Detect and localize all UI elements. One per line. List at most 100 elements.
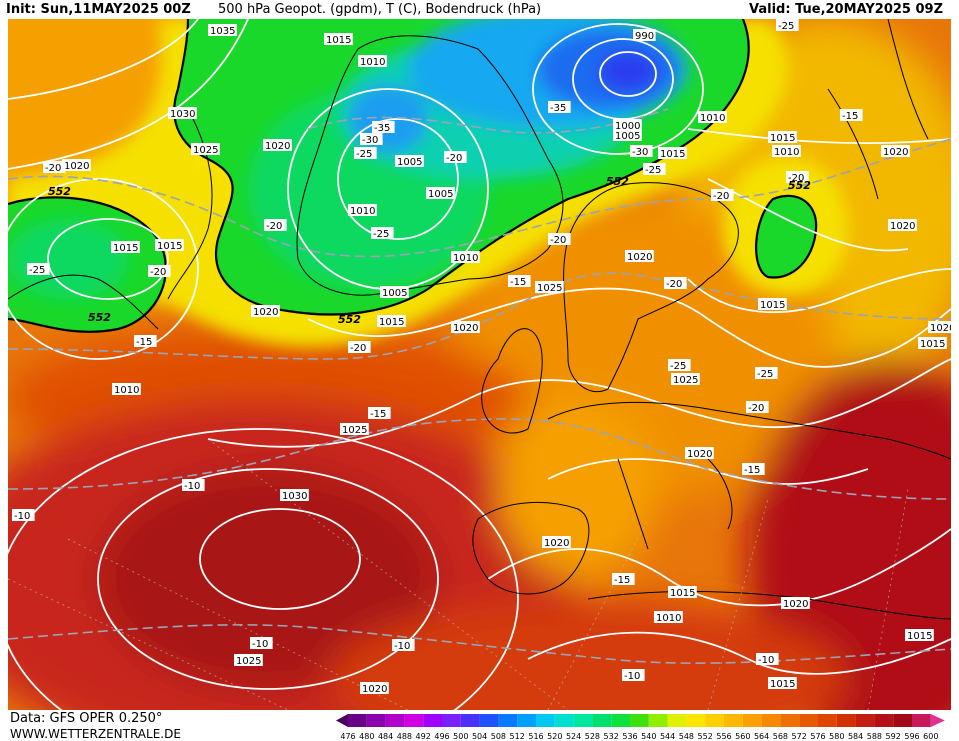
colorbar-tick-label: 548 [679,732,694,741]
temperature-label: -15 [612,573,635,586]
pressure-label: 1000 [613,119,642,132]
temperature-label: -15 [742,463,765,476]
pressure-label: 1010 [451,251,480,264]
lat-lon-grid [8,438,909,710]
pressure-label-box [772,145,801,157]
colorbar-tick-label: 528 [585,732,600,741]
colorbar-swatch [780,714,800,727]
pressure-label-box [426,187,455,199]
pressure-label: 1015 [155,239,184,252]
pressure-label-text: 1020 [453,323,478,334]
colorbar-tick-label: 588 [867,732,882,741]
pressure-label: 1020 [251,305,280,318]
colorbar-tick-label: 560 [735,732,750,741]
pressure-label-box [451,321,480,333]
colorbar-tick-label: 596 [904,732,919,741]
colorbar-tick-label: 540 [641,732,656,741]
colorbar-tick-label: 572 [792,732,807,741]
geopotential-label: 552 [48,185,71,198]
colorbar-swatch [742,714,762,727]
pressure-label: 1010 [654,611,683,624]
pressure-label-box [625,250,654,262]
pressure-label-box [535,281,564,293]
temperature-label-box [756,653,779,665]
pressure-label-text: 1020 [253,307,278,318]
pressure-label-box [668,586,697,598]
pressure-label: 1025 [234,654,263,667]
pressure-label-text: 1015 [157,241,182,252]
pressure-label-box [888,219,917,231]
colorbar-swatch [705,714,724,727]
colorbar-tick-label: 524 [566,732,581,741]
temperature-label-text: -10 [252,639,268,650]
pressure-label: 1010 [112,383,141,396]
temperature-label: -15 [134,335,157,348]
pressure-label-text: 1015 [326,35,351,46]
temperature-label-box [664,277,687,289]
colorbar-tick-label: 600 [923,732,938,741]
temperature-label: -20 [348,341,371,354]
pressure-label: 1015 [668,586,697,599]
pressure-label-box [360,682,389,694]
pressure-label-box [698,111,727,123]
colorbar-swatch [818,714,837,727]
temperature-label-box [182,479,205,491]
colorbar-swatch [836,714,856,727]
init-time: Init: Sun,11MAY2025 00Z [6,2,191,17]
temperature-label-box [368,407,391,419]
temperature-label-text: -20 [266,221,282,232]
temperature-label-box [508,275,531,287]
pressure-label: 1035 [208,24,237,37]
temperature-label-text: -20 [446,153,462,164]
colorbar-tick-label: 544 [660,732,675,741]
pressure-label: 1025 [191,143,220,156]
temperature-label: -20 [664,277,687,290]
pressure-label-box [348,204,377,216]
pressure-label-text: 1005 [382,288,407,299]
pressure-label-text: 1020 [627,252,652,263]
colorbar-tick-label: 476 [340,732,355,741]
temperature-label-text: -20 [550,235,566,246]
pressure-label-box [324,33,353,45]
pressure-label-box [155,239,184,251]
colorbar-swatch [336,714,348,727]
geopotential-label: 552 [606,175,629,188]
pressure-label-text: 1030 [170,109,195,120]
pressure-label: 1020 [928,321,951,334]
pressure-label: 1005 [613,129,642,142]
pressure-label-box [918,337,947,349]
valid-time: Valid: Tue,20MAY2025 09Z [749,2,943,17]
pressure-label: 1015 [111,241,140,254]
colorbar-tick-label: 564 [754,732,769,741]
temperature-label-text: -25 [645,165,661,176]
pressure-label: 1025 [535,281,564,294]
pressure-label-text: 1010 [774,147,799,158]
temperature-label-box [12,509,35,521]
colorbar-tick-label: 552 [698,732,713,741]
geopotential-labels: 552 552 552 552 552 [48,175,811,326]
pressure-label-box [280,489,309,501]
pressure-label: 1020 [263,139,292,152]
pressure-label-box [781,597,810,609]
temperature-label-text: -15 [136,337,152,348]
temperature-label: -25 [354,147,377,160]
colorbar-swatch [630,714,649,727]
temperature-label-text: -25 [757,369,773,380]
data-source: Data: GFS OPER 0.250° [10,711,163,726]
pressure-label-text: 1015 [760,300,785,311]
colorbar-tick-label: 576 [810,732,825,741]
colorbar-tick-label: 536 [622,732,637,741]
geopotential-label: 552 [88,311,111,324]
colorbar-legend: 476 480 484 488 492 496 500 504 508 512 516 520 524 5… [336,714,945,741]
temperature-label-box [134,335,157,347]
pressure-label-text: 1015 [770,679,795,690]
geopotential-label: 552 [788,179,811,192]
pressure-label-text: 1005 [615,131,640,142]
pressure-label-box [451,251,480,263]
colorbar-swatch [385,714,405,727]
temperature-label-box [372,121,395,133]
pressure-label: 1010 [698,111,727,124]
pressure-label-box [685,447,714,459]
temperature-label: -25 [643,163,666,176]
pressure-label: 1005 [426,187,455,200]
